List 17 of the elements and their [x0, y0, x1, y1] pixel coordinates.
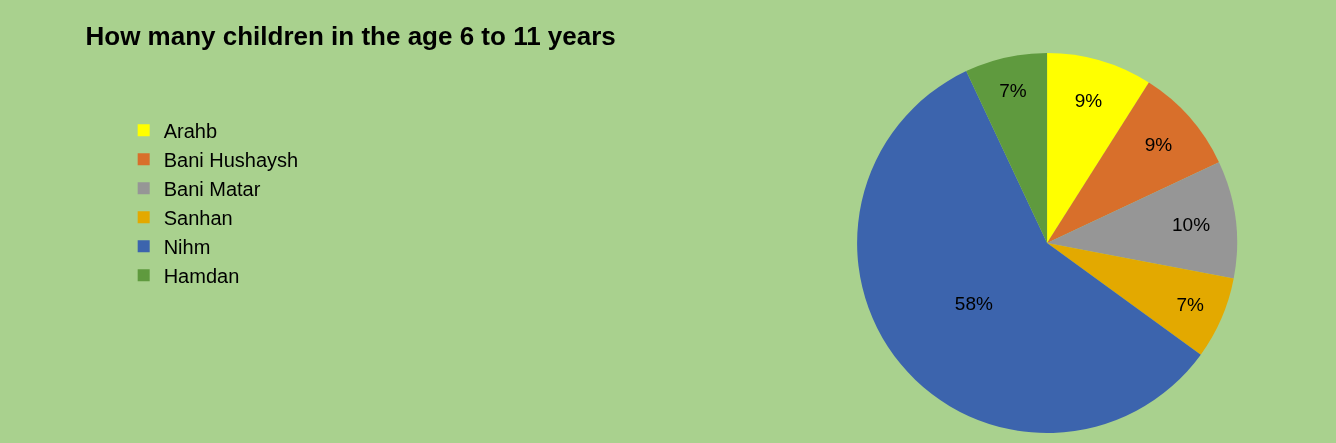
data-label: 7% — [1176, 294, 1204, 316]
legend-label: Arahb — [163, 120, 218, 143]
data-label: 10% — [1172, 214, 1211, 236]
chart-title: How many children in the age 6 to 11 years — [85, 20, 616, 51]
legend-label: Hamdan — [163, 265, 240, 288]
pie-slice — [966, 53, 1048, 244]
legend-label: Sanhan — [163, 207, 233, 230]
pie-slice — [1047, 162, 1237, 279]
pie-slice — [1047, 82, 1219, 244]
data-label: 7% — [999, 80, 1027, 102]
pie-slice — [1047, 243, 1234, 355]
data-label: 9% — [1144, 134, 1173, 156]
legend-label: Nihm — [163, 236, 211, 259]
legend-label: Bani Hushaysh — [163, 149, 299, 172]
data-label: 9% — [1074, 89, 1103, 111]
data-label: 58% — [954, 293, 993, 315]
legend-label: Bani Matar — [163, 178, 261, 201]
